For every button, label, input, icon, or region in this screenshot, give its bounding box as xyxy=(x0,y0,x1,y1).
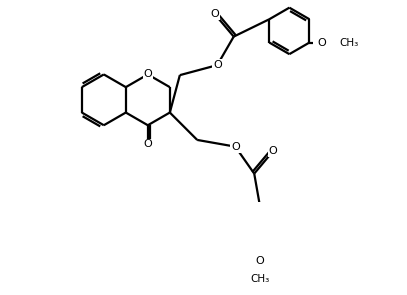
Text: O: O xyxy=(269,146,277,156)
Text: CH₃: CH₃ xyxy=(340,37,359,47)
Text: O: O xyxy=(143,140,152,150)
Text: O: O xyxy=(213,60,222,70)
Text: O: O xyxy=(255,256,264,266)
Text: O: O xyxy=(317,37,326,47)
Text: CH₃: CH₃ xyxy=(250,274,269,284)
Text: O: O xyxy=(231,142,240,152)
Text: O: O xyxy=(211,9,219,19)
Text: O: O xyxy=(143,69,152,79)
